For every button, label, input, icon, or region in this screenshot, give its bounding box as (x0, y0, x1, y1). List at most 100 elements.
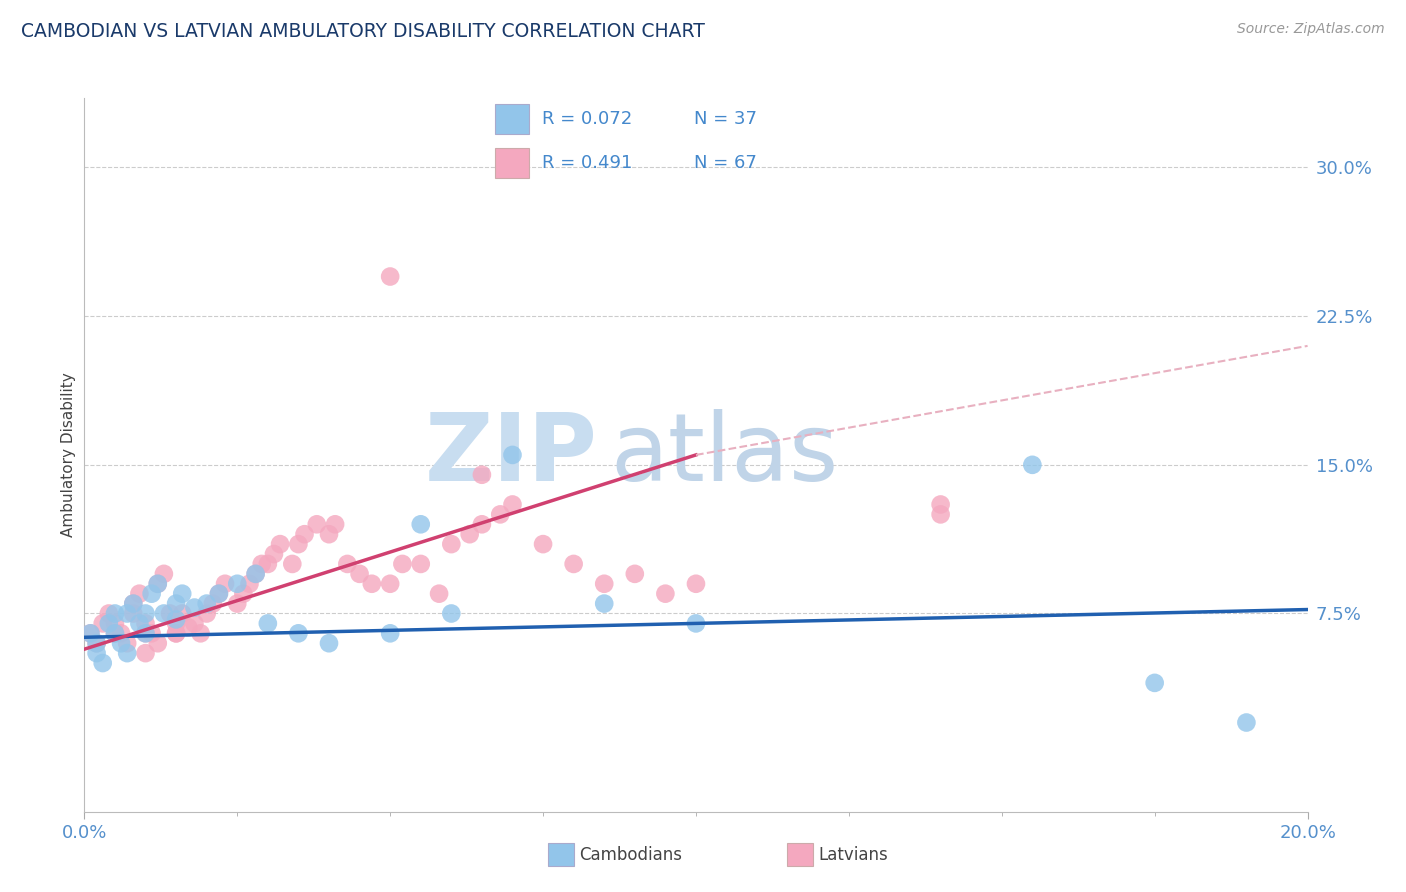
Point (250, 557, 273, 571)
Point (172, 607, 194, 621)
Point (86, 636, 108, 650)
Point (391, 557, 413, 571)
Point (122, 597, 145, 611)
Point (685, 616, 707, 631)
Point (654, 587, 676, 601)
Point (86, 636, 108, 650)
Point (177, 620, 200, 634)
Text: Cambodians: Cambodians (579, 846, 682, 863)
Point (128, 587, 150, 601)
Point (104, 616, 127, 631)
Point (471, 517, 494, 532)
Text: Source: ZipAtlas.com: Source: ZipAtlas.com (1237, 22, 1385, 37)
Point (86, 646, 108, 660)
Text: Latvians: Latvians (818, 846, 889, 863)
Point (172, 587, 194, 601)
Point (165, 626, 187, 640)
Bar (495, 148, 529, 178)
Text: atlas: atlas (610, 409, 838, 501)
Point (318, 636, 340, 650)
Point (91, 656, 114, 670)
Point (336, 557, 359, 571)
Point (624, 566, 647, 581)
Point (287, 626, 309, 640)
Point (245, 566, 267, 581)
Point (318, 527, 340, 541)
Point (97, 616, 120, 631)
Point (159, 607, 181, 621)
Point (226, 576, 249, 591)
Point (141, 626, 163, 640)
Text: R = 0.072: R = 0.072 (543, 110, 633, 128)
Point (562, 557, 585, 571)
Point (135, 626, 157, 640)
Point (409, 517, 432, 532)
Point (440, 537, 463, 551)
Point (305, 517, 328, 532)
Point (440, 607, 463, 621)
Point (122, 607, 145, 621)
Point (97, 607, 120, 621)
Point (360, 576, 382, 591)
Point (502, 498, 524, 512)
Point (685, 576, 707, 591)
Point (458, 527, 481, 541)
Point (190, 626, 212, 640)
Point (146, 576, 169, 591)
Point (195, 607, 218, 621)
Point (135, 607, 157, 621)
Point (380, 269, 402, 284)
Point (115, 607, 138, 621)
Point (427, 587, 450, 601)
Point (1236, 715, 1258, 730)
Point (122, 597, 145, 611)
Point (294, 527, 316, 541)
Point (257, 616, 280, 631)
Point (208, 587, 231, 601)
Point (281, 557, 304, 571)
Point (593, 576, 616, 591)
Point (104, 626, 127, 640)
Point (110, 636, 132, 650)
Point (135, 646, 157, 660)
Text: N = 67: N = 67 (695, 154, 756, 172)
Point (502, 448, 524, 462)
Point (153, 566, 176, 581)
Point (91, 616, 114, 631)
Point (128, 616, 150, 631)
Point (471, 467, 494, 482)
Point (287, 537, 309, 551)
Point (146, 636, 169, 650)
Point (238, 576, 260, 591)
Point (165, 616, 187, 631)
Point (380, 576, 402, 591)
Point (183, 616, 205, 631)
Point (135, 626, 157, 640)
Point (1021, 458, 1043, 472)
Text: CAMBODIAN VS LATVIAN AMBULATORY DISABILITY CORRELATION CHART: CAMBODIAN VS LATVIAN AMBULATORY DISABILI… (21, 22, 704, 41)
Point (214, 576, 236, 591)
Point (104, 607, 127, 621)
Point (153, 607, 176, 621)
Point (183, 600, 205, 615)
Text: R = 0.491: R = 0.491 (543, 154, 633, 172)
Point (409, 557, 432, 571)
Bar (495, 104, 529, 134)
Point (79, 626, 101, 640)
Point (201, 597, 224, 611)
Point (115, 636, 138, 650)
Point (165, 626, 187, 640)
Point (929, 498, 952, 512)
Point (104, 626, 127, 640)
Text: ZIP: ZIP (425, 409, 598, 501)
Point (531, 537, 554, 551)
Point (593, 597, 616, 611)
Point (245, 566, 267, 581)
Point (1143, 676, 1166, 690)
Point (115, 646, 138, 660)
Point (269, 537, 291, 551)
Point (257, 557, 280, 571)
Point (226, 597, 249, 611)
Point (489, 508, 512, 522)
Point (195, 597, 218, 611)
